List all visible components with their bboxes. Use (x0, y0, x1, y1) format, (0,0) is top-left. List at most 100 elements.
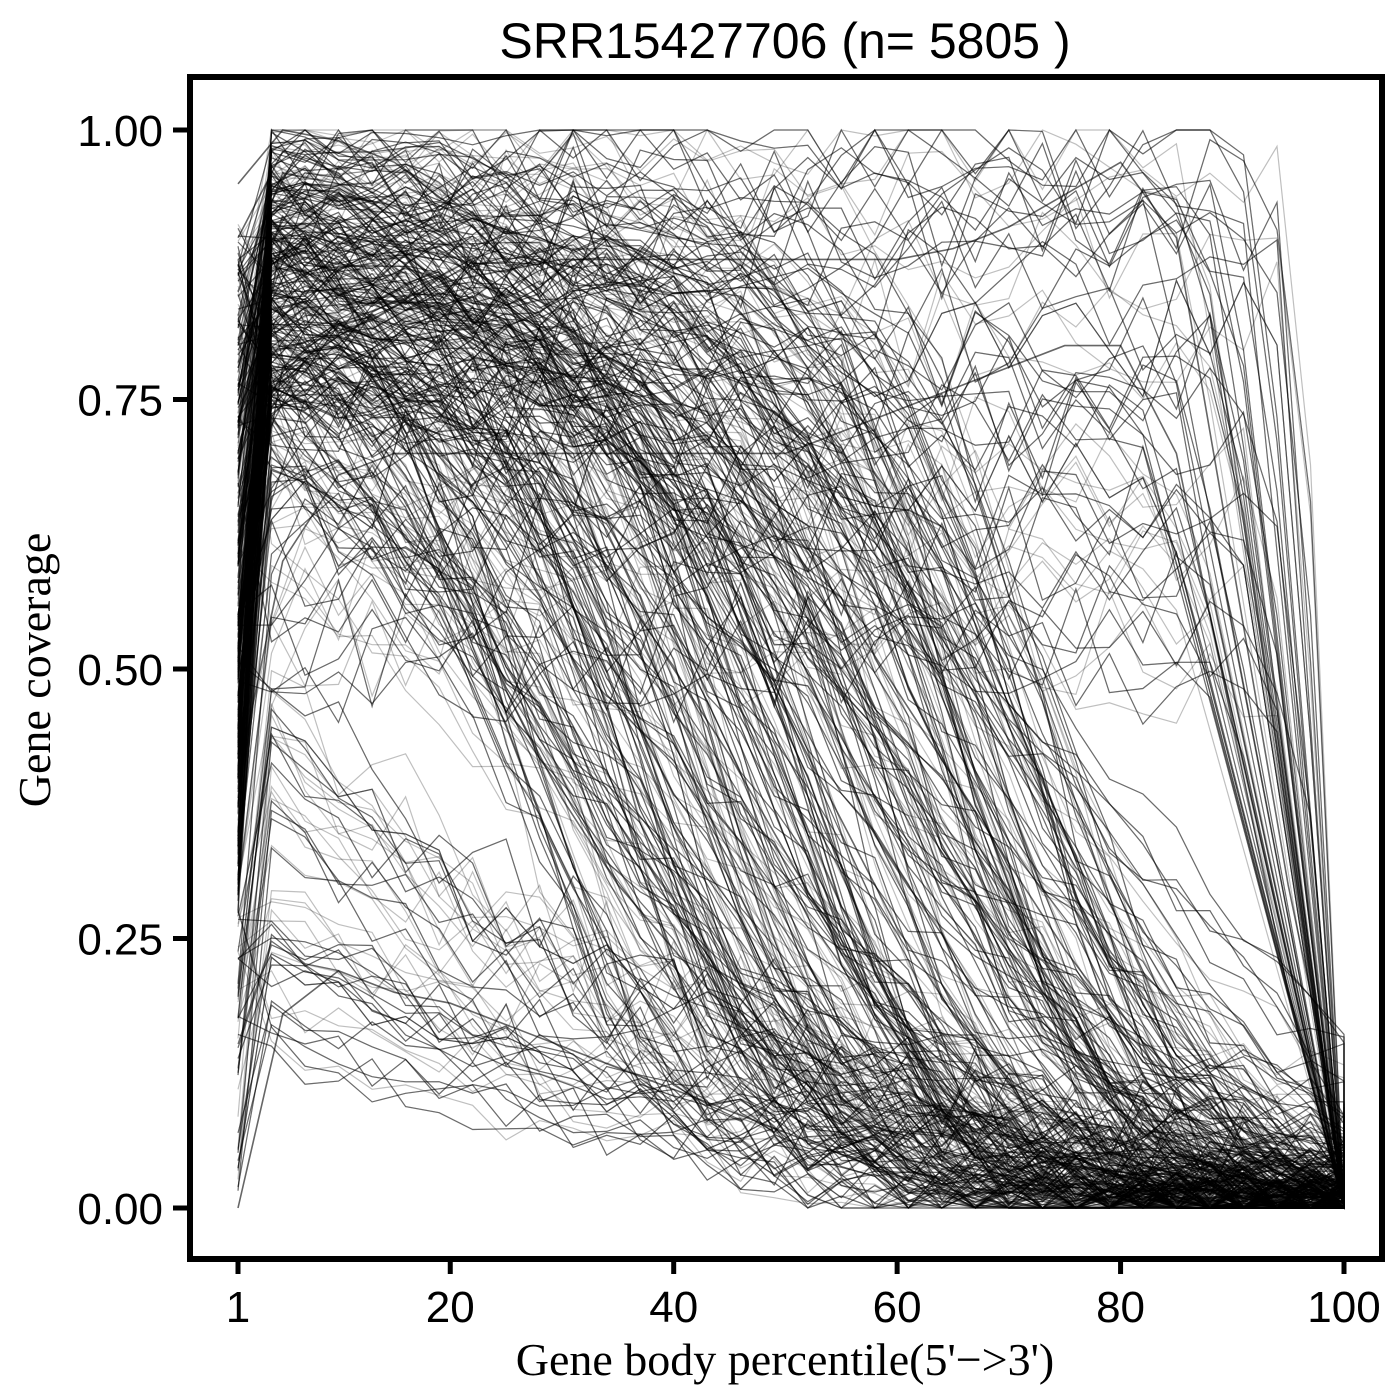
gene-line (237, 687, 1345, 1208)
series-line (237, 161, 1345, 1155)
gene-line (237, 937, 1345, 1208)
gene-line (237, 923, 1345, 1209)
x-axis-label: Gene body percentile(5'−>3') (516, 1334, 1054, 1385)
gene-line (237, 166, 1345, 1207)
gene-line (237, 392, 1345, 1209)
gene-line (237, 951, 1345, 1209)
gene-line (237, 385, 1345, 1194)
gene-line (237, 341, 1345, 1210)
gene-line (237, 395, 1345, 1202)
gene-line (237, 726, 1345, 1208)
gene-line (237, 129, 1345, 1203)
gene-line (237, 584, 1345, 1209)
gene-line (237, 933, 1345, 1208)
gene-line (237, 244, 1345, 1209)
gene-line (237, 817, 1345, 1208)
gene-line (237, 196, 1345, 1209)
gene-line (237, 341, 1345, 1209)
gene-line (237, 163, 1345, 1209)
gene-line (237, 499, 1345, 1209)
gene-line (237, 128, 1345, 1209)
gene-line (237, 277, 1345, 1209)
gene-line (237, 328, 1345, 1209)
gene-line (237, 172, 1345, 1187)
gene-line (237, 311, 1345, 1209)
gene-line (237, 216, 1345, 1200)
gene-line (237, 1004, 1345, 1209)
gene-line (237, 250, 1345, 1209)
gene-line (237, 148, 1345, 1134)
gene-line (237, 1033, 1345, 1208)
x-tick-label: 20 (426, 1283, 475, 1332)
gene-line (237, 385, 1345, 1194)
gene-line (237, 375, 1345, 1209)
gene-line (237, 180, 1345, 1209)
gene-line (237, 338, 1345, 1190)
gene-line (237, 563, 1345, 1209)
gene-line (237, 499, 1345, 1209)
gene-line (237, 162, 1345, 1209)
gene-line (237, 346, 1345, 1209)
gene-line (237, 214, 1345, 1208)
gene-line (237, 338, 1345, 1190)
gene-line (237, 430, 1345, 1209)
gene-line (237, 239, 1345, 1209)
gene-line (237, 403, 1345, 1209)
gene-line (237, 328, 1345, 1209)
gene-line (237, 809, 1345, 1208)
gene-line (237, 131, 1345, 1179)
gene-line (237, 237, 1345, 1209)
gene-line (237, 377, 1345, 1193)
gene-line (237, 320, 1345, 1173)
gene-line (237, 940, 1345, 1208)
gene-line (237, 348, 1345, 1207)
gene-line (237, 290, 1345, 1209)
gene-line (237, 478, 1345, 1209)
gene-line (237, 577, 1345, 1209)
gene-line (237, 376, 1345, 1209)
gene-line (237, 546, 1345, 1209)
gene-line (237, 361, 1345, 1209)
gene-line (237, 473, 1345, 1202)
gene-line (237, 312, 1345, 1209)
gene-line (237, 1004, 1345, 1209)
gene-line (237, 323, 1345, 1209)
gene-line (237, 799, 1345, 1208)
gene-line (237, 330, 1345, 1209)
gene-line (237, 223, 1345, 1210)
gene-line (237, 469, 1345, 1209)
gene-line (237, 294, 1345, 1165)
gene-line (237, 275, 1345, 1167)
gene-line (237, 148, 1345, 1209)
x-axis: 1 20 40 60 80 100 (226, 1259, 1381, 1332)
gene-line (237, 499, 1345, 1209)
gene-line (237, 360, 1345, 1209)
gene-line (237, 128, 1345, 1209)
gene-line (237, 164, 1345, 1209)
gene-line (237, 216, 1345, 1209)
gene-line (237, 216, 1345, 1200)
gene-line (237, 246, 1345, 1200)
gene-line (237, 297, 1345, 1209)
gene-line (237, 356, 1345, 1209)
gene-line (237, 269, 1345, 1209)
gene-line (237, 189, 1345, 1209)
gene-line (237, 266, 1345, 1181)
gene-line (237, 908, 1345, 1208)
gene-line (237, 384, 1345, 1209)
gene-line (237, 357, 1345, 1209)
gene-line (237, 956, 1345, 1208)
gene-line (237, 283, 1345, 1209)
gene-line (237, 264, 1345, 1197)
gene-line (237, 376, 1345, 1209)
gene-line (237, 238, 1345, 1199)
gene-line (237, 129, 1345, 1163)
gene-line (237, 275, 1345, 1167)
gene-line (237, 402, 1345, 1209)
gene-line (237, 259, 1345, 1207)
gene-line (237, 173, 1345, 1159)
gene-line (237, 316, 1345, 1209)
gene-line (237, 326, 1345, 1189)
gene-line (237, 336, 1345, 1204)
gene-line (237, 286, 1345, 1209)
